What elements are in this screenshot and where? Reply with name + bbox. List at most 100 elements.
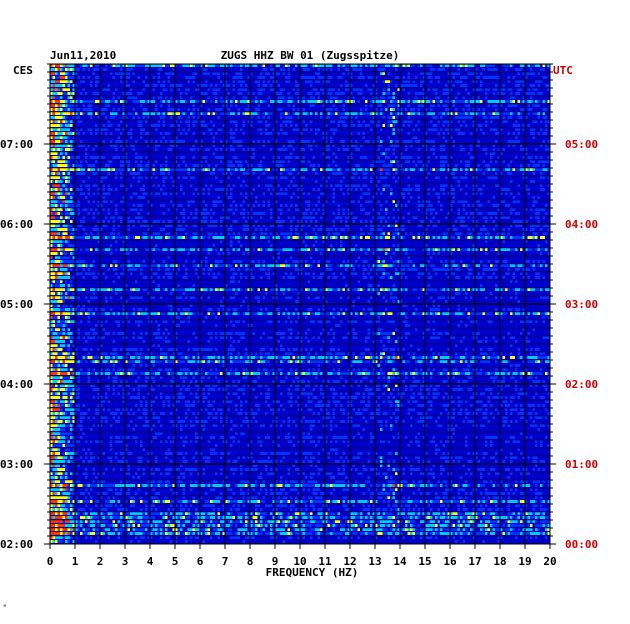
spectrogram-cell [287,248,290,251]
spectrogram-cell [280,92,283,95]
spectrogram-cell [52,236,55,239]
spectrogram-cell [487,260,490,263]
spectrogram-cell [72,76,75,79]
spectrogram-cell [332,272,335,275]
spectrogram-cell [152,296,155,299]
spectrogram-cell [370,236,373,239]
spectrogram-cell [255,196,258,199]
spectrogram-cell [362,156,365,159]
spectrogram-cell [70,132,73,135]
spectrogram-cell [522,308,525,311]
spectrogram-cell [195,264,198,267]
spectrogram-cell [50,224,53,227]
spectrogram-cell [520,88,523,91]
spectrogram-cell [217,312,220,315]
spectrogram-cell [52,108,55,111]
spectrogram-cell [157,64,160,67]
spectrogram-cell [465,64,468,67]
spectrogram-cell [327,76,330,79]
spectrogram-cell [165,132,168,135]
spectrogram-cell [387,168,390,171]
spectrogram-cell [350,64,353,67]
spectrogram-cell [440,168,443,171]
spectrogram-cell [100,128,103,131]
spectrogram-cell [502,88,505,91]
spectrogram-cell [117,72,120,75]
spectrogram-cell [327,144,330,147]
spectrogram-cell [190,96,193,99]
spectrogram-cell [65,116,68,119]
spectrogram-cell [317,236,320,239]
spectrogram-cell [80,264,83,267]
spectrogram-cell [202,72,205,75]
spectrogram-cell [67,140,70,143]
spectrogram-cell [420,84,423,87]
spectrogram-cell [500,232,503,235]
spectrogram-cell [262,88,265,91]
spectrogram-cell [62,136,65,139]
spectrogram-cell [127,132,130,135]
spectrogram-cell [127,312,130,315]
spectrogram-cell [230,148,233,151]
spectrogram-cell [50,260,53,263]
spectrogram-cell [370,104,373,107]
spectrogram-cell [377,180,380,183]
spectrogram-cell [527,108,530,111]
spectrogram-cell [467,264,470,267]
spectrogram-cell [402,88,405,91]
spectrogram-cell [540,80,543,83]
spectrogram-cell [105,248,108,251]
spectrogram-cell [500,128,503,131]
spectrogram-cell [480,228,483,231]
spectrogram-cell [487,232,490,235]
spectrogram-cell [82,180,85,183]
spectrogram-cell [470,272,473,275]
spectrogram-cell [542,108,545,111]
spectrogram-cell [237,248,240,251]
spectrogram-cell [115,240,118,243]
spectrogram-cell [457,200,460,203]
spectrogram-cell [227,168,230,171]
spectrogram-cell [67,240,70,243]
spectrogram-cell [210,224,213,227]
spectrogram-cell [157,288,160,291]
spectrogram-cell [65,208,68,211]
spectrogram-cell [262,140,265,143]
spectrogram-cell [465,224,468,227]
spectrogram-cell [70,280,73,283]
spectrogram-cell [547,64,550,67]
spectrogram-cell [202,92,205,95]
spectrogram-cell [432,140,435,143]
spectrogram-cell [92,216,95,219]
spectrogram-cell [232,212,235,215]
spectrogram-cell [535,236,538,239]
spectrogram-cell [100,100,103,103]
spectrogram-cell [95,76,98,79]
spectrogram-cell [520,64,523,67]
spectrogram-cell [325,144,328,147]
spectrogram-cell [232,200,235,203]
spectrogram-cell [330,264,333,267]
spectrogram-cell [212,236,215,239]
spectrogram-cell [120,176,123,179]
spectrogram-cell [292,112,295,115]
spectrogram-cell [447,96,450,99]
spectrogram-cell [152,288,155,291]
spectrogram-cell [390,80,393,83]
spectrogram-cell [65,276,68,279]
spectrogram-cell [487,236,490,239]
spectrogram-cell [265,168,268,171]
spectrogram-cell [60,276,63,279]
spectrogram-cell [400,288,403,291]
spectrogram-cell [52,252,55,255]
spectrogram-cell [417,188,420,191]
spectrogram-cell [97,232,100,235]
spectrogram-cell [180,248,183,251]
spectrogram-cell [307,296,310,299]
spectrogram-cell [217,156,220,159]
spectrogram-cell [220,200,223,203]
spectrogram-cell [57,264,60,267]
spectrogram-cell [242,120,245,123]
spectrogram-cell [425,132,428,135]
spectrogram-cell [57,172,60,175]
